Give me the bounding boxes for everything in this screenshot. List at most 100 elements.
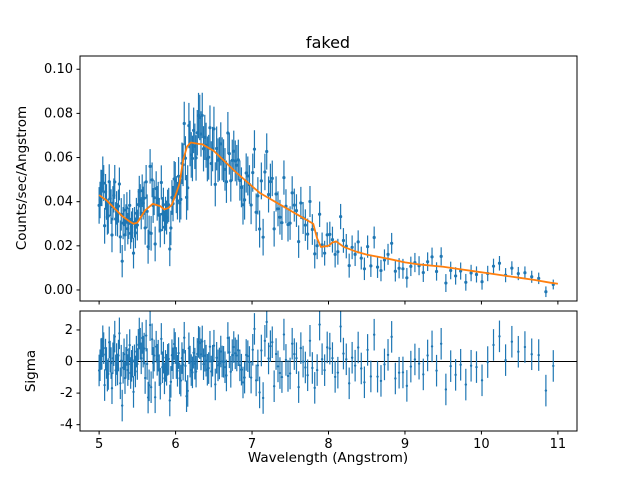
data-point: [161, 203, 166, 207]
residual-point: [162, 356, 165, 359]
residual-point: [369, 375, 373, 378]
residual-point: [117, 354, 120, 357]
data-point: [369, 264, 373, 268]
data-point: [537, 276, 541, 280]
residual-point: [353, 364, 357, 367]
data-point: [372, 235, 376, 240]
residual-point: [110, 387, 114, 390]
residual-point: [103, 383, 106, 387]
data-point: [168, 247, 172, 251]
data-point: [310, 227, 314, 232]
data-point: [143, 226, 147, 230]
residual-point: [211, 359, 214, 362]
data-point: [128, 203, 132, 207]
residual-point: [386, 353, 390, 357]
data-point: [261, 235, 265, 239]
data-point: [254, 210, 258, 214]
residual-point: [269, 344, 272, 348]
residual-point: [132, 390, 135, 394]
residual-point: [212, 344, 216, 347]
data-point: [318, 212, 322, 216]
residual-point: [140, 357, 143, 360]
residual-point: [222, 360, 225, 364]
residual-point: [486, 360, 489, 364]
data-point: [299, 201, 303, 205]
data-point: [244, 171, 248, 175]
residual-point: [148, 323, 152, 327]
residual-point: [271, 341, 274, 344]
bottom-panel-frame: [79, 310, 578, 432]
residual-point: [234, 352, 237, 355]
residual-point: [147, 384, 151, 387]
residual-point: [167, 357, 170, 361]
residual-point: [454, 373, 457, 377]
data-point: [102, 181, 106, 185]
residual-point: [308, 339, 312, 342]
residual-point: [183, 336, 186, 339]
residual-point: [284, 358, 288, 362]
data-point: [148, 164, 152, 168]
residual-point: [517, 350, 520, 353]
y-tick-label: 0.10: [44, 62, 73, 77]
data-point: [480, 280, 484, 284]
data-point: [421, 270, 425, 275]
residual-point: [145, 362, 149, 366]
residual-point: [143, 376, 147, 380]
residual-point: [216, 364, 220, 367]
residual-point: [120, 404, 124, 407]
residual-point: [363, 381, 366, 384]
data-point: [122, 208, 126, 212]
residual-point: [127, 362, 130, 366]
data-point: [306, 232, 310, 236]
residual-point: [192, 351, 195, 354]
residual-point: [339, 325, 342, 328]
data-point: [390, 241, 394, 245]
data-point: [149, 231, 153, 235]
data-point: [323, 251, 327, 255]
residual-point: [422, 373, 425, 376]
data-point: [182, 121, 186, 126]
residual-point: [238, 364, 242, 367]
residual-point: [394, 377, 397, 380]
data-point: [330, 238, 335, 242]
data-point: [242, 198, 247, 202]
residual-point: [293, 352, 296, 356]
residual-point: [128, 343, 131, 347]
data-point: [239, 185, 244, 189]
residual-point: [383, 363, 386, 366]
residual-point: [537, 353, 540, 357]
data-point: [118, 235, 122, 239]
data-point: [223, 167, 227, 171]
residual-point: [328, 347, 332, 350]
residual-point: [475, 365, 478, 369]
residual-point: [225, 374, 228, 377]
residual-point: [278, 371, 282, 375]
residual-point: [320, 357, 324, 361]
data-point: [241, 203, 245, 207]
data-point: [135, 223, 139, 227]
residual-point: [119, 382, 122, 385]
data-point: [144, 180, 148, 184]
data-point: [359, 256, 363, 260]
residual-point: [282, 333, 286, 336]
residual-point: [102, 346, 105, 350]
x-tick-label: 9: [401, 437, 409, 452]
x-tick-label: 6: [171, 437, 179, 452]
residual-point: [504, 358, 507, 362]
residual-point: [336, 371, 340, 374]
residual-point: [376, 375, 379, 378]
data-point: [339, 214, 343, 219]
top-panel-frame: [79, 55, 578, 302]
data-point: [252, 147, 257, 151]
data-point: [256, 194, 260, 198]
residual-point: [397, 371, 401, 374]
data-point: [516, 271, 520, 276]
data-point: [270, 176, 274, 180]
data-point: [131, 251, 136, 255]
x-tick-label: 7: [248, 437, 256, 452]
residual-point: [210, 370, 213, 373]
data-point: [213, 182, 217, 186]
residual-point: [449, 364, 452, 368]
data-point: [249, 203, 253, 207]
